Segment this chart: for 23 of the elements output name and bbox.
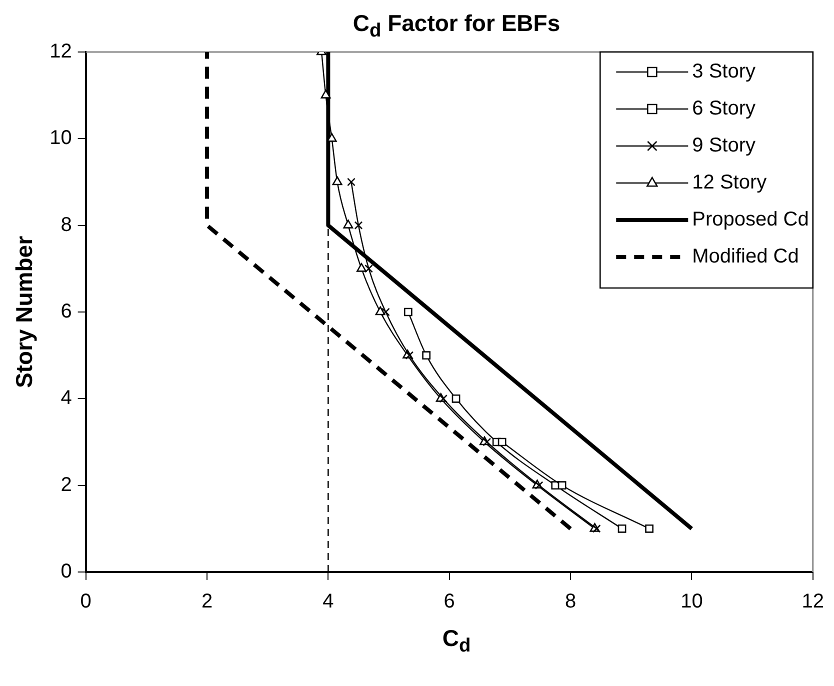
y-tick-label: 0 — [60, 560, 72, 583]
x-tick-label: 10 — [680, 590, 703, 613]
x-tick-label: 2 — [201, 590, 213, 613]
legend-label: 6 Story — [692, 98, 756, 120]
legend-label: Proposed Cd — [692, 208, 809, 231]
chart-title: C$_{d}$ Factor for EBFs — [352, 10, 562, 43]
x-tick-label: 6 — [444, 590, 455, 613]
x-tick-label: 4 — [322, 590, 334, 613]
y-axis-title: Story Number — [11, 236, 38, 388]
y-tick-label: 4 — [60, 387, 72, 410]
y-tick-label: 2 — [60, 474, 72, 496]
legend-label: Modified Cd — [692, 246, 799, 268]
y-tick-label: 10 — [50, 127, 72, 150]
legend-label: 9 Story — [692, 134, 756, 157]
legend-label: 3 Story — [692, 60, 756, 83]
legend-label: 12 Story — [692, 172, 767, 194]
x-tick-label: 8 — [564, 590, 576, 613]
x-tick-label: 0 — [80, 590, 92, 613]
y-tick-label: 8 — [60, 214, 72, 236]
x-tick-label: 12 — [802, 590, 824, 613]
y-tick-label: 12 — [50, 40, 72, 63]
x-axis-title: C$_{d}$ — [441, 625, 472, 658]
y-tick-label: 6 — [60, 300, 72, 323]
